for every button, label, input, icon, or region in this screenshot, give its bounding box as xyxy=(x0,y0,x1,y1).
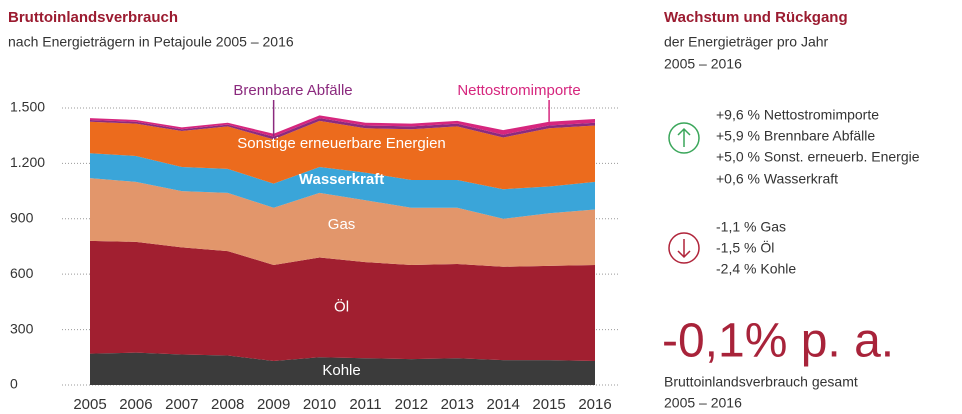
area-label: Wasserkraft xyxy=(299,171,384,188)
growth-item: +9,6 % Nettostromimporte xyxy=(716,107,879,123)
x-tick-label: 2015 xyxy=(532,396,565,413)
total-value: -0,1% p. a. xyxy=(662,315,894,368)
area-label: Sonstige erneuerbare Energien xyxy=(237,135,445,152)
area-label: Öl xyxy=(334,297,349,315)
chart-subtitle: nach Energieträgern in Petajoule 2005 – … xyxy=(8,34,294,50)
area xyxy=(90,240,595,361)
x-tick-label: 2013 xyxy=(441,396,474,413)
total-label: 2005 – 2016 xyxy=(664,395,742,411)
panel-subtitle: der Energieträger pro Jahr xyxy=(664,34,829,50)
x-tick-label: 2009 xyxy=(257,396,290,413)
x-tick-label: 2014 xyxy=(486,396,519,413)
up-icon xyxy=(668,122,700,154)
y-tick-label: 1.200 xyxy=(10,154,45,170)
area xyxy=(90,178,595,267)
series-label: Nettostromimporte xyxy=(457,82,580,99)
y-tick-label: 0 xyxy=(10,376,18,392)
chart-title: Bruttoinlandsverbrauch xyxy=(8,9,178,26)
x-tick-label: 2006 xyxy=(119,396,152,413)
decline-item: -1,1 % Gas xyxy=(716,219,786,235)
x-tick-label: 2011 xyxy=(349,396,381,413)
growth-item: +5,0 % Sonst. erneuerb. Energie xyxy=(716,149,920,165)
decline-item: -2,4 % Kohle xyxy=(716,261,796,277)
growth-item: +0,6 % Wasserkraft xyxy=(716,171,838,187)
decline-item: -1,5 % Öl xyxy=(716,239,774,256)
y-tick-label: 1.500 xyxy=(10,99,45,115)
area xyxy=(90,120,595,190)
x-tick-label: 2008 xyxy=(211,396,244,413)
area xyxy=(90,352,595,385)
growth-item: +5,9 % Brennbare Abfälle xyxy=(716,128,875,144)
area xyxy=(90,153,595,219)
y-tick-label: 300 xyxy=(10,320,34,336)
series-label: Brennbare Abfälle xyxy=(233,82,352,99)
y-tick-label: 900 xyxy=(10,209,34,225)
total-label: Bruttoinlandsverbrauch gesamt xyxy=(664,374,858,390)
down-icon xyxy=(668,232,700,264)
panel-title: Wachstum und Rückgang xyxy=(664,9,848,26)
x-tick-label: 2016 xyxy=(578,396,611,413)
area xyxy=(90,118,595,140)
area-label: Kohle xyxy=(322,362,360,379)
y-tick-label: 600 xyxy=(10,265,34,281)
x-tick-label: 2005 xyxy=(73,396,106,413)
x-tick-label: 2007 xyxy=(165,396,198,413)
x-tick-label: 2012 xyxy=(395,396,428,413)
x-tick-label: 2010 xyxy=(303,396,336,413)
area-label: Gas xyxy=(328,216,356,233)
area xyxy=(90,115,595,137)
panel-subtitle: 2005 – 2016 xyxy=(664,56,742,72)
